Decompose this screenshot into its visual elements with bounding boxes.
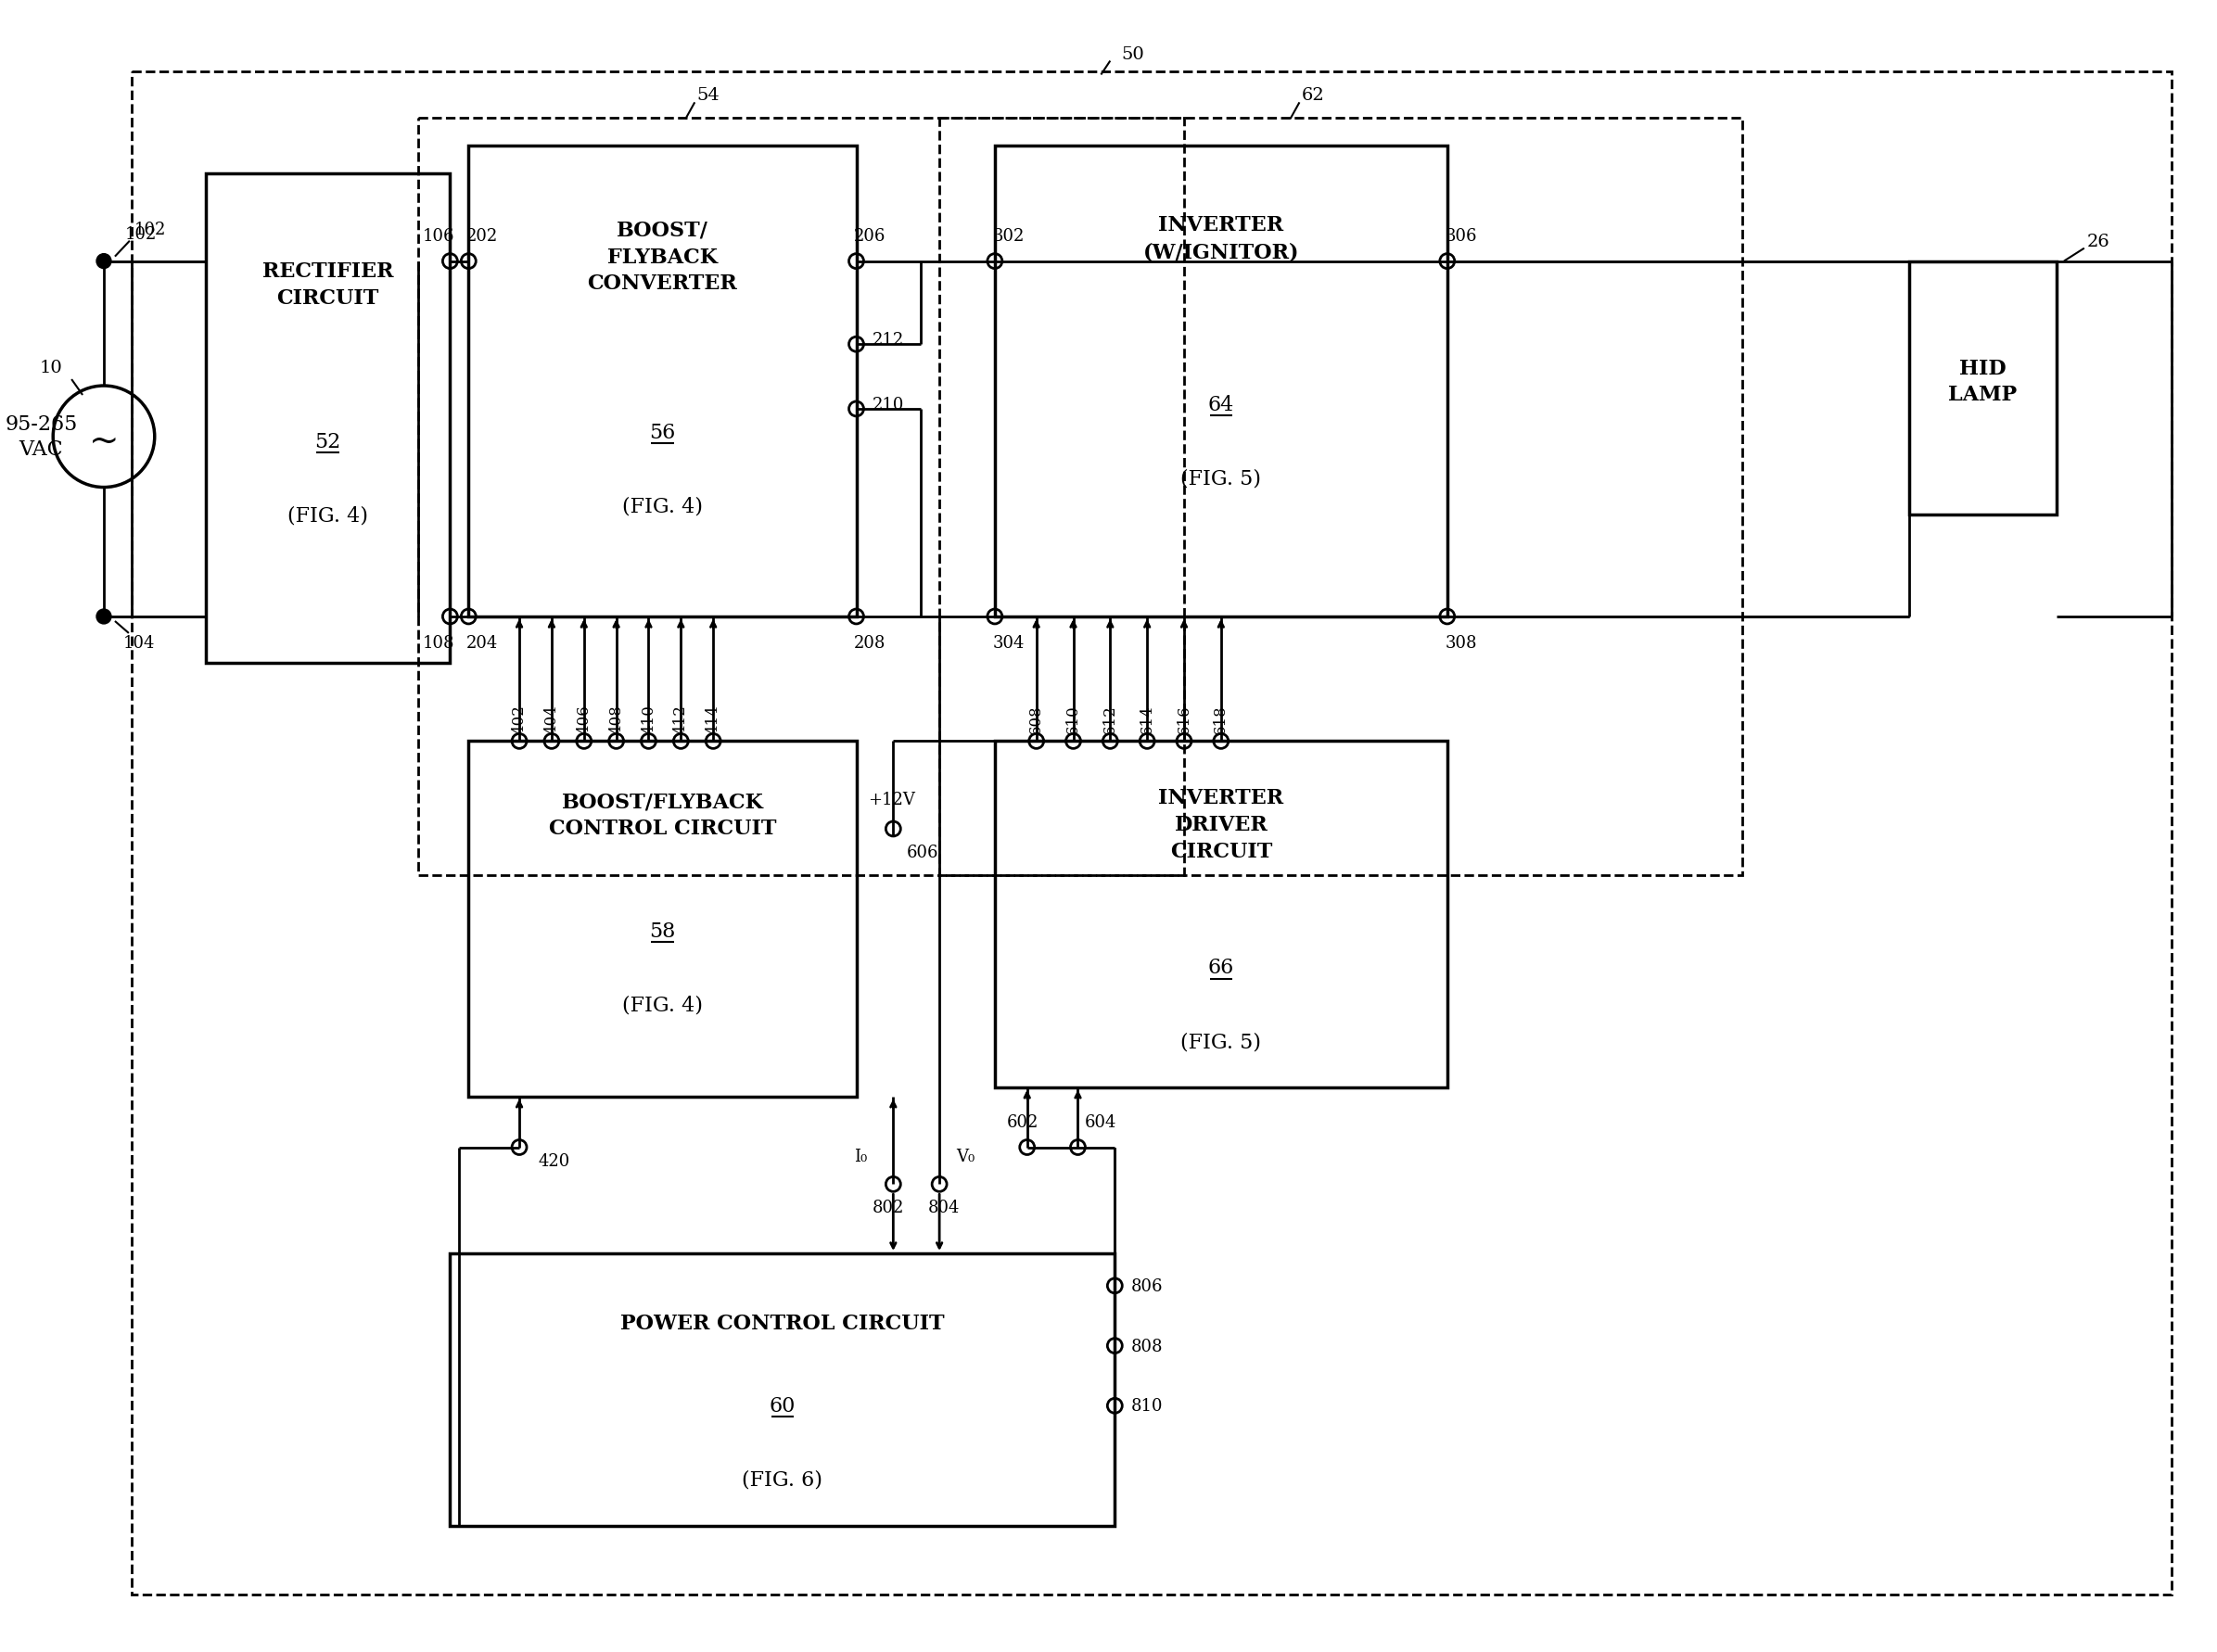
Text: 306: 306	[1445, 228, 1477, 244]
Text: 402: 402	[512, 705, 528, 733]
Text: 66: 66	[1208, 958, 1235, 978]
Text: 410: 410	[641, 705, 656, 733]
Text: 604: 604	[1084, 1113, 1117, 1130]
Text: ~: ~	[89, 425, 120, 459]
Text: 104: 104	[122, 634, 155, 651]
Text: 206: 206	[854, 228, 887, 244]
Text: 606: 606	[907, 844, 938, 861]
Text: 602: 602	[1007, 1113, 1038, 1130]
Text: 102: 102	[133, 221, 166, 238]
Text: 420: 420	[539, 1153, 570, 1170]
Text: 56: 56	[650, 423, 676, 443]
Text: RECTIFIER
CIRCUIT: RECTIFIER CIRCUIT	[262, 261, 392, 309]
Text: HID
LAMP: HID LAMP	[1949, 358, 2017, 405]
Text: 95-265
VAC: 95-265 VAC	[4, 415, 78, 459]
Text: 408: 408	[607, 705, 625, 733]
Text: (FIG. 4): (FIG. 4)	[623, 995, 703, 1014]
Text: 308: 308	[1445, 634, 1477, 651]
Text: 58: 58	[650, 920, 676, 942]
Text: 202: 202	[466, 228, 499, 244]
Text: 52: 52	[315, 431, 341, 453]
Text: 802: 802	[873, 1199, 905, 1216]
Text: (FIG. 5): (FIG. 5)	[1182, 469, 1261, 489]
Text: 414: 414	[705, 705, 721, 733]
Text: BOOST/FLYBACK
CONTROL CIRCUIT: BOOST/FLYBACK CONTROL CIRCUIT	[548, 791, 776, 839]
Text: 808: 808	[1131, 1338, 1164, 1355]
Text: 204: 204	[466, 634, 499, 651]
Bar	[995, 742, 1448, 1087]
Text: INVERTER
DRIVER
CIRCUIT: INVERTER DRIVER CIRCUIT	[1157, 788, 1284, 861]
Bar	[995, 147, 1448, 618]
Bar	[450, 1254, 1115, 1526]
Text: 304: 304	[993, 634, 1024, 651]
Text: 50: 50	[1122, 46, 1144, 63]
Bar	[1909, 263, 2057, 515]
Text: 804: 804	[929, 1199, 960, 1216]
Text: 62: 62	[1301, 88, 1326, 104]
Text: 404: 404	[543, 705, 559, 733]
Text: (FIG. 6): (FIG. 6)	[743, 1469, 823, 1490]
Text: POWER CONTROL CIRCUIT: POWER CONTROL CIRCUIT	[621, 1313, 944, 1333]
Text: I₀: I₀	[854, 1148, 867, 1165]
Bar	[468, 742, 856, 1097]
Text: 302: 302	[993, 228, 1024, 244]
Text: (FIG. 4): (FIG. 4)	[288, 506, 368, 525]
Bar	[417, 119, 1184, 876]
Circle shape	[98, 254, 111, 269]
Text: (FIG. 4): (FIG. 4)	[623, 496, 703, 517]
Text: 810: 810	[1131, 1398, 1164, 1414]
Text: 10: 10	[40, 360, 62, 377]
Text: BOOST/
FLYBACK
CONVERTER: BOOST/ FLYBACK CONVERTER	[588, 220, 738, 294]
Text: 210: 210	[873, 396, 905, 413]
Text: INVERTER
(W/IGNITOR): INVERTER (W/IGNITOR)	[1144, 215, 1299, 263]
Text: 106: 106	[423, 228, 454, 244]
Bar	[206, 173, 450, 662]
Text: 208: 208	[854, 634, 887, 651]
Bar	[940, 119, 1743, 876]
Text: 60: 60	[769, 1396, 796, 1416]
Text: 54: 54	[696, 88, 721, 104]
Text: 614: 614	[1140, 705, 1155, 733]
Text: 608: 608	[1029, 705, 1044, 733]
Text: 406: 406	[576, 705, 592, 733]
Text: 618: 618	[1213, 705, 1228, 733]
Text: 806: 806	[1131, 1277, 1164, 1294]
Text: 610: 610	[1066, 705, 1082, 733]
Text: 612: 612	[1102, 705, 1117, 733]
Text: 412: 412	[674, 705, 689, 733]
Text: +12V: +12V	[867, 791, 916, 808]
Text: 102: 102	[124, 226, 157, 243]
Circle shape	[98, 610, 111, 624]
Bar	[468, 147, 856, 618]
Text: 616: 616	[1177, 705, 1193, 733]
Text: (FIG. 5): (FIG. 5)	[1182, 1031, 1261, 1052]
Text: V₀: V₀	[956, 1148, 975, 1165]
Text: 64: 64	[1208, 395, 1235, 415]
Text: 108: 108	[423, 634, 454, 651]
Text: 26: 26	[2086, 233, 2111, 249]
Text: 212: 212	[873, 332, 905, 349]
